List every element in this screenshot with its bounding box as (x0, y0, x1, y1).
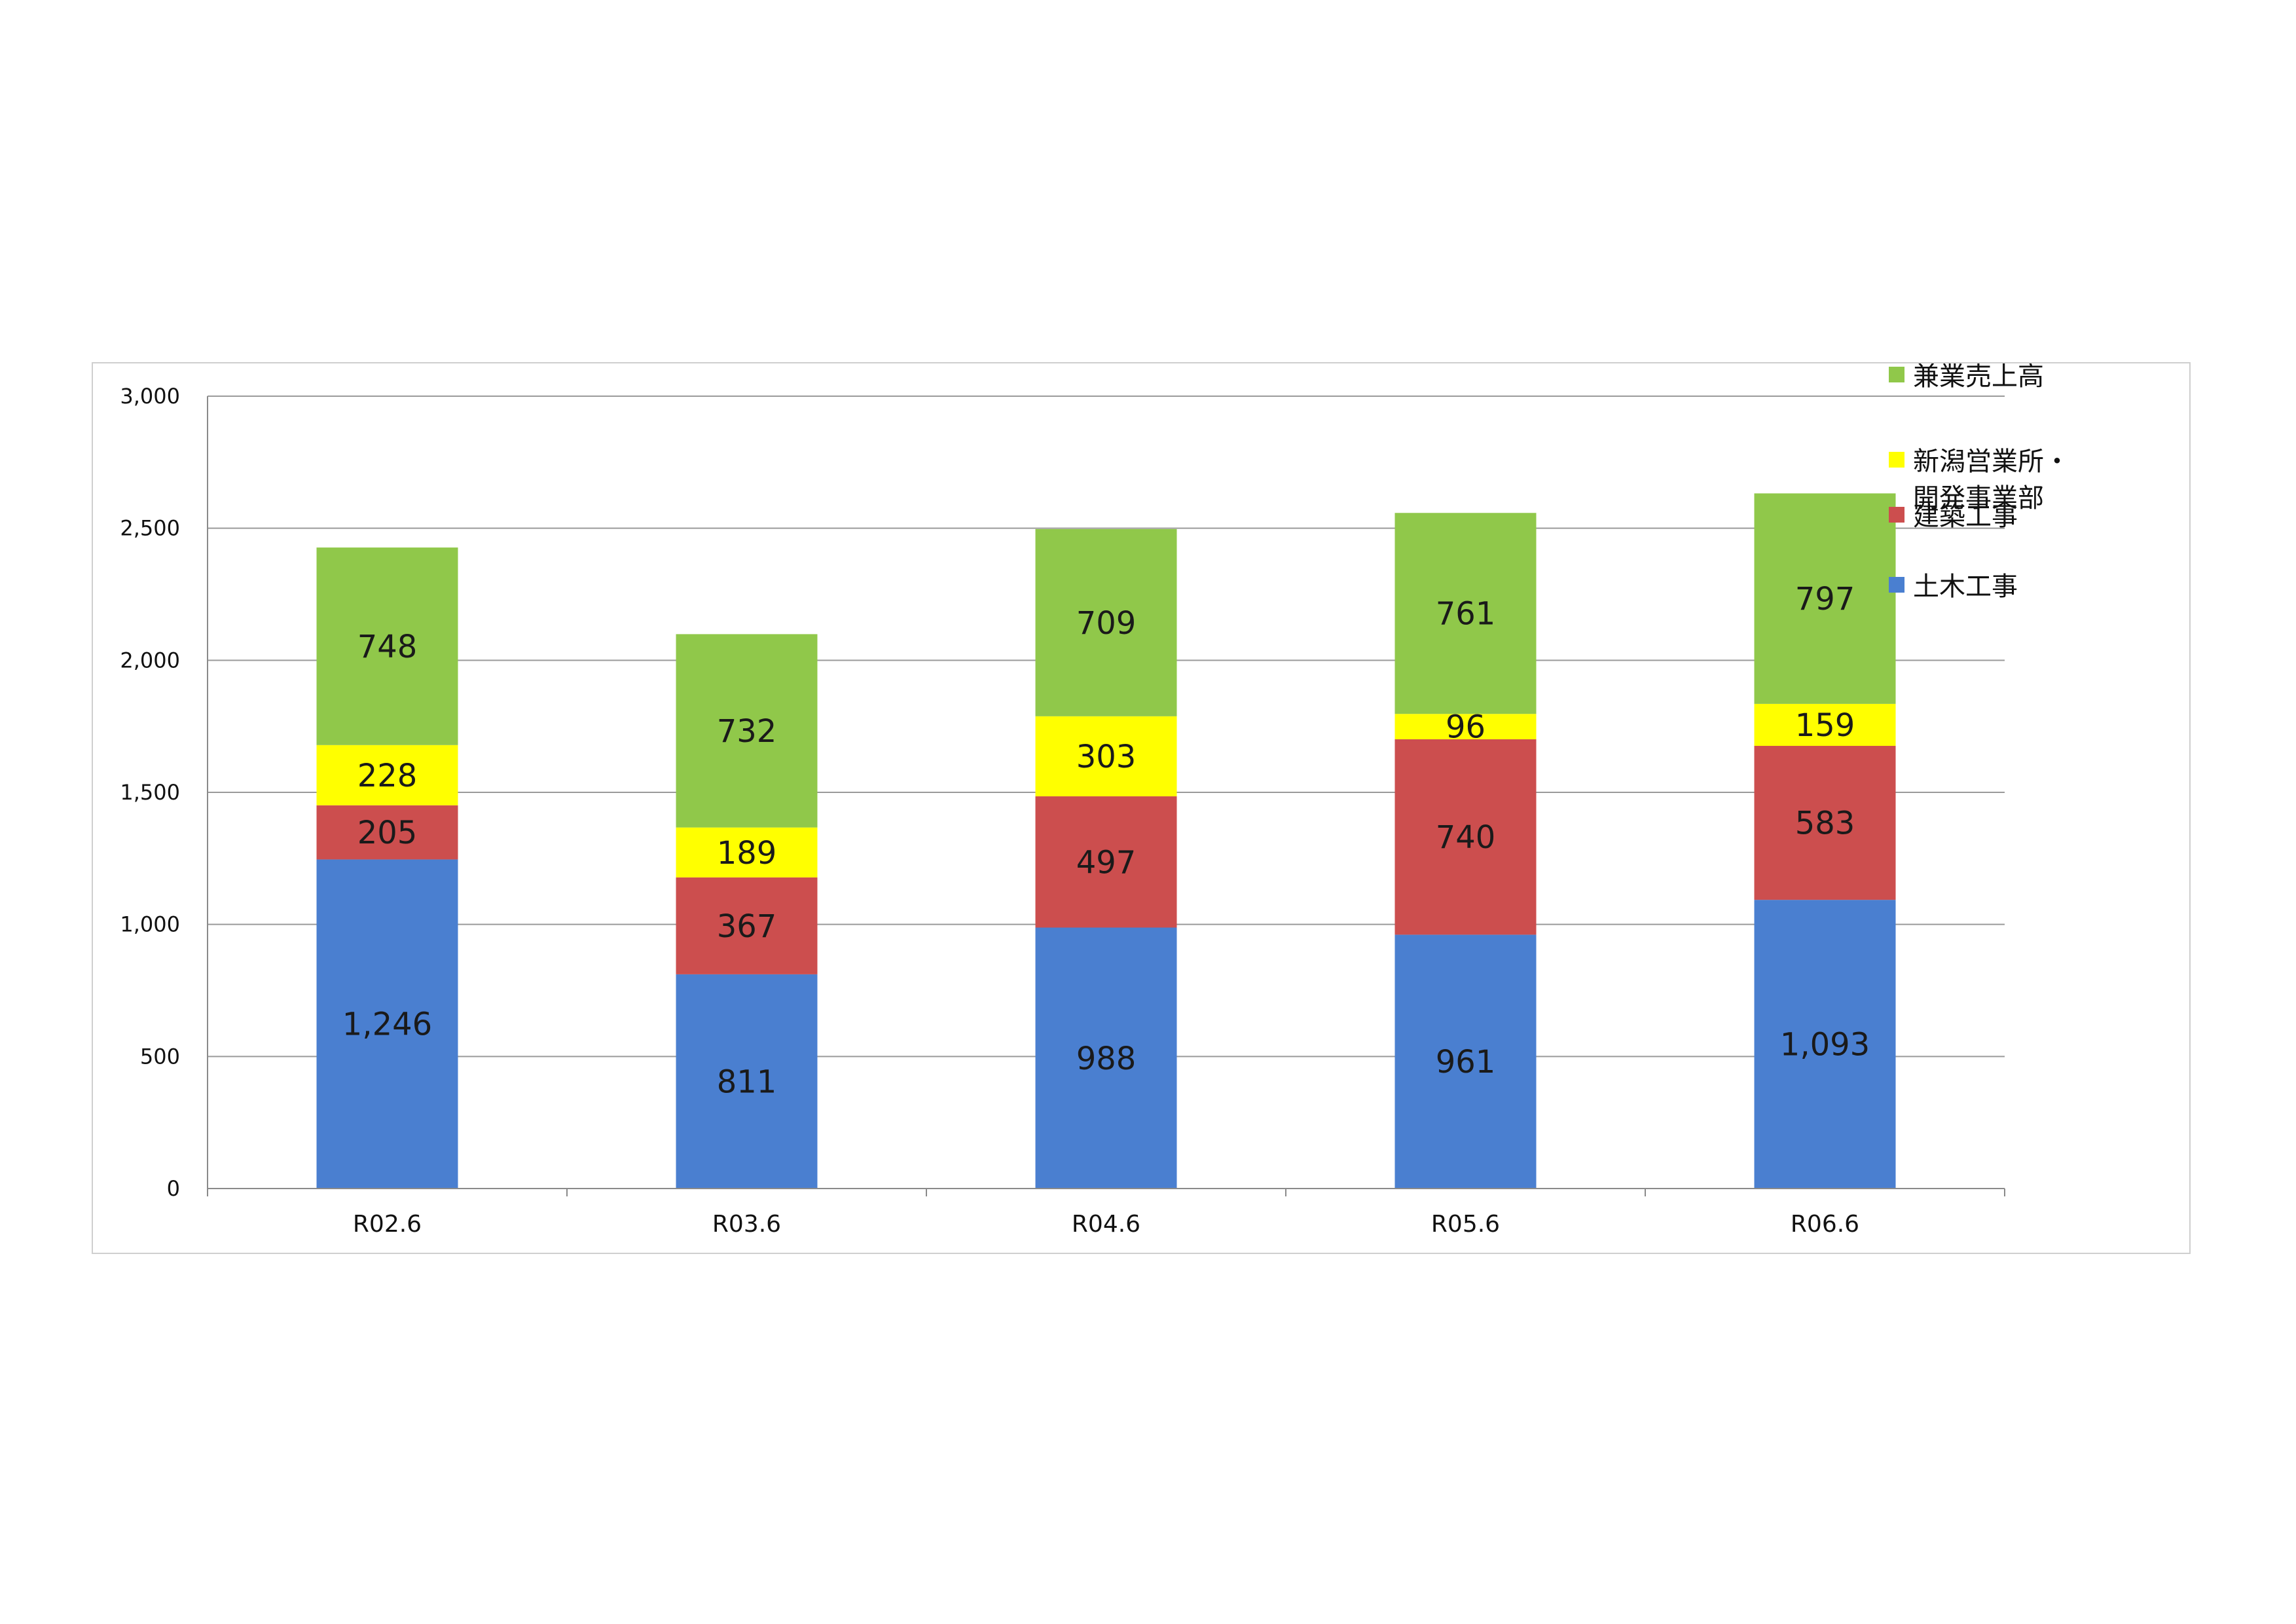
bar-segment (676, 827, 818, 877)
legend-item: 建築工事 (1889, 502, 2018, 532)
y-tick-label: 500 (140, 1044, 180, 1069)
bar-segment (1754, 746, 1896, 900)
bar-segment (1035, 716, 1177, 797)
data-label: 748 (357, 629, 418, 665)
y-tick-label: 0 (167, 1176, 180, 1201)
legend-swatch (1889, 367, 1904, 382)
data-label: 583 (1795, 805, 1855, 842)
y-tick-label: 2,000 (120, 648, 180, 673)
data-label: 761 (1436, 596, 1496, 633)
data-label: 303 (1076, 739, 1137, 775)
data-label: 740 (1436, 819, 1496, 856)
data-label: 811 (717, 1063, 777, 1100)
bar-segment (316, 745, 458, 805)
bar-segment (1035, 927, 1177, 1189)
axes: 0 500 1,000 1,500 2,000 2,500 3,000 R02.6 R03.6 R… (120, 384, 2005, 1238)
bar-segment (1394, 934, 1537, 1189)
y-tick-label: 3,000 (120, 384, 180, 409)
data-label: 1,246 (342, 1006, 432, 1043)
bars: 1,246 205 228 748 811 367 189 732 988 497 303 709 96… (316, 493, 1896, 1189)
data-label: 96 (1446, 709, 1485, 746)
data-label: 732 (717, 713, 777, 750)
data-label: 205 (357, 815, 418, 851)
data-label: 159 (1795, 707, 1855, 744)
data-label: 189 (717, 835, 777, 872)
data-label: 497 (1076, 844, 1137, 881)
bar-segment (1394, 513, 1537, 714)
legend-label: 土木工事 (1913, 572, 2018, 602)
x-tick-label: R06.6 (1791, 1211, 1859, 1238)
data-label: 988 (1076, 1041, 1137, 1077)
y-tick-label: 2,500 (120, 516, 180, 541)
x-tick-label: R05.6 (1431, 1211, 1500, 1238)
x-tick-label: R04.6 (1072, 1211, 1140, 1238)
bar-segment (676, 974, 818, 1189)
bar-segment (1035, 796, 1177, 928)
legend-label: 兼業売上高 (1913, 363, 2044, 392)
legend-item: 兼業売上高 (1889, 363, 2044, 392)
bar-segment (1394, 714, 1537, 739)
bar-segment (1394, 739, 1537, 935)
chart-area: 1,246 205 228 748 811 367 189 732 988 497 303 709 96… (92, 362, 2191, 1254)
bar-segment (676, 877, 818, 974)
x-tick-label: R02.6 (353, 1211, 422, 1238)
bar-segment (1754, 493, 1896, 704)
data-label: 228 (357, 758, 418, 794)
y-tick-label: 1,000 (120, 912, 180, 937)
x-tick-label: R03.6 (712, 1211, 781, 1238)
bar-segment (1754, 703, 1896, 747)
legend-swatch (1889, 452, 1904, 468)
legend-item: 土木工事 (1889, 572, 2018, 602)
bar-segment (1035, 528, 1177, 716)
legend-swatch (1889, 507, 1904, 523)
stacked-bar-chart: 1,246 205 228 748 811 367 189 732 988 497 303 709 96… (120, 363, 2070, 1238)
bar-segment (316, 859, 458, 1189)
data-label: 1,093 (1780, 1027, 1870, 1063)
bar-segment (316, 805, 458, 860)
bar-segment (1754, 900, 1896, 1189)
y-tick-label: 1,500 (120, 780, 180, 805)
legend-label: 建築工事 (1913, 502, 2018, 532)
data-label: 961 (1436, 1044, 1496, 1080)
bar-segment (316, 547, 458, 745)
data-label: 797 (1795, 581, 1855, 618)
legend-label: 開発事業部 (1913, 483, 2044, 513)
data-label: 367 (717, 908, 777, 945)
legend-label: 新潟営業所・ (1913, 447, 2070, 477)
data-label: 709 (1076, 605, 1137, 642)
legend-swatch (1889, 577, 1904, 593)
legend-item: 新潟営業所・開発事業部 (1889, 447, 2070, 513)
bar-segment (676, 634, 818, 828)
